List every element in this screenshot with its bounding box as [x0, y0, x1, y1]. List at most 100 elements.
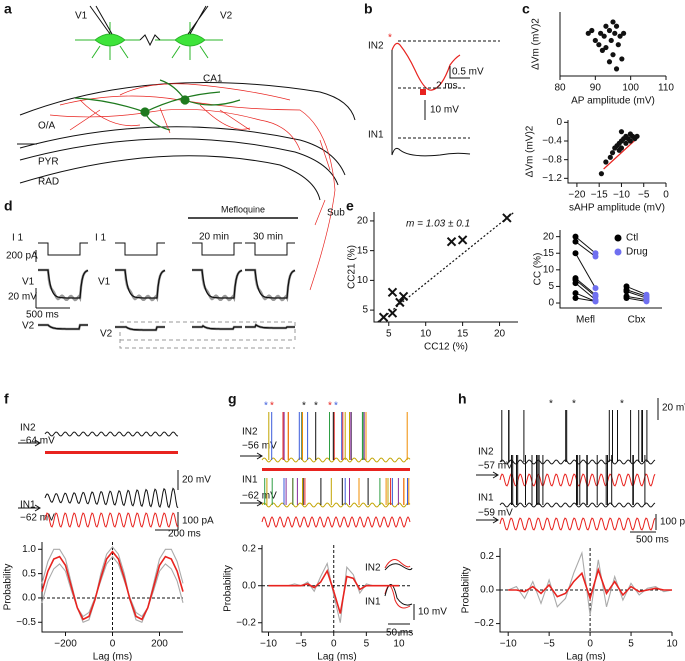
- y-tick-label: 10: [543, 264, 555, 275]
- scale-bar: [35, 250, 70, 309]
- annotation: m = 1.03 ± 0.1: [406, 219, 470, 230]
- panel-label: b: [364, 1, 373, 17]
- point: [608, 37, 614, 44]
- point: [572, 250, 579, 257]
- x-tick-label: 80: [554, 83, 566, 94]
- arrow: [476, 516, 499, 524]
- y-tick-label: −1.2: [542, 173, 562, 184]
- scale-label: 100 pA: [182, 516, 214, 527]
- point: [615, 42, 621, 48]
- y-tick-label: −0.8: [542, 154, 562, 165]
- panel-label: a: [4, 1, 12, 17]
- point: [589, 27, 595, 34]
- point: [619, 56, 625, 62]
- trace: [245, 323, 295, 329]
- trace: [44, 431, 179, 437]
- x-axis-label: Lag (ms): [93, 652, 132, 661]
- point: [601, 33, 607, 39]
- arrow: [476, 471, 499, 479]
- x-tick-label: 10: [393, 639, 405, 650]
- point: [617, 33, 623, 39]
- x-tick-label: Cbx: [628, 315, 646, 326]
- trace-label: IN1: [20, 500, 36, 511]
- x-tick-label: −5: [295, 639, 307, 650]
- point: [446, 237, 457, 247]
- point: [603, 23, 609, 29]
- panel-label: f: [4, 391, 9, 407]
- pair-line: [575, 292, 596, 302]
- electrode-label: V2: [220, 11, 233, 22]
- trace: [44, 512, 179, 528]
- scale-label: 20 mV: [182, 475, 211, 486]
- x-axis-label: Lag (ms): [317, 652, 356, 661]
- point: [603, 44, 609, 51]
- point: [457, 235, 468, 245]
- series-line: [508, 567, 672, 602]
- fit-line: [603, 135, 640, 170]
- point: [603, 159, 609, 165]
- trace: [192, 269, 243, 299]
- point: [621, 30, 627, 36]
- x-tick-label: 20: [494, 329, 506, 340]
- x-tick-label: 0: [110, 639, 116, 650]
- asterisk: *: [620, 399, 624, 410]
- x-tick-label: 0: [331, 639, 337, 650]
- point: [610, 19, 616, 25]
- x-tick-label: 5: [386, 329, 392, 340]
- trace: [261, 516, 411, 528]
- point: [613, 66, 620, 72]
- point: [378, 312, 389, 322]
- point: [398, 291, 409, 302]
- y-axis-label: Probability: [461, 567, 472, 614]
- region-label: RAD: [38, 177, 59, 188]
- trace-label: −57 mV: [478, 461, 513, 472]
- asterisk: *: [270, 401, 274, 412]
- point: [618, 145, 625, 151]
- legend-marker: [614, 248, 622, 256]
- point: [634, 133, 640, 139]
- trace-label: IN1: [478, 493, 494, 504]
- y-tick-label: 5: [548, 281, 554, 292]
- trace-label: −59 mV: [478, 508, 513, 519]
- asterisk: *: [388, 33, 392, 44]
- y-axis-label: ΔVm (mV)2: [525, 125, 536, 177]
- point: [610, 52, 616, 58]
- x-tick-label: −10: [260, 639, 277, 650]
- y-tick-label: −0.2: [236, 617, 256, 628]
- x-tick-label: 90: [590, 83, 602, 94]
- pair-line: [575, 277, 596, 296]
- point: [609, 150, 616, 156]
- point: [585, 30, 591, 36]
- y-tick-label: 15: [543, 248, 555, 259]
- point: [598, 30, 604, 36]
- x-tick-label: −200: [54, 639, 77, 650]
- trace-label: V2: [22, 321, 35, 332]
- point: [623, 295, 630, 302]
- trace-label: IN1: [368, 130, 384, 141]
- y-tick-label: 10: [357, 275, 369, 286]
- x-tick-label: 0: [587, 639, 593, 650]
- y-axis-label: Probability: [3, 564, 14, 611]
- x-axis-label: sAHP amplitude (mV): [569, 203, 665, 214]
- point: [592, 285, 599, 292]
- y-tick-label: 0.0: [480, 585, 494, 596]
- x-tick-label: −5: [638, 190, 650, 201]
- scale-bar: [630, 398, 659, 533]
- pair-line: [575, 297, 596, 302]
- scale-bar: [388, 604, 415, 625]
- axis: [41, 542, 183, 633]
- asterisk: *: [264, 401, 268, 412]
- axis: [559, 230, 662, 309]
- point: [592, 253, 599, 260]
- x-tick-label: 100: [622, 83, 639, 94]
- y-tick-label: 1.0: [22, 544, 36, 555]
- point: [387, 308, 398, 318]
- point: [572, 290, 579, 297]
- x-tick-label: 15: [457, 329, 469, 340]
- scale-label: 50 ms: [386, 628, 413, 639]
- scale-label: 100 pA: [660, 517, 685, 528]
- trace-label: IN2: [20, 423, 36, 434]
- point: [623, 288, 630, 295]
- panel-label: h: [458, 391, 467, 407]
